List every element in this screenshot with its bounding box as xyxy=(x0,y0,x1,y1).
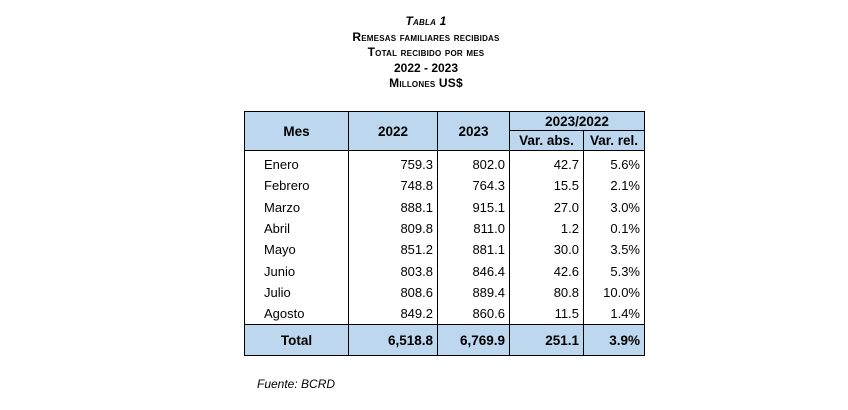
cell-2023: 915.1 xyxy=(437,196,510,218)
cell-2022: 803.8 xyxy=(348,260,438,282)
cell-var-rel: 10.0% xyxy=(583,281,645,304)
table-label: Tabla 1 xyxy=(405,14,447,28)
table-row: Febrero 748.8 764.3 15.5 2.1% xyxy=(244,175,645,197)
cell-2023: 881.1 xyxy=(437,239,510,261)
table-subtitle: Total recibido por mes xyxy=(367,45,485,59)
cell-mes: Julio xyxy=(244,281,349,304)
cell-mes: Marzo xyxy=(244,196,349,218)
col-header-2023: 2023 xyxy=(437,111,510,151)
cell-mes: Enero xyxy=(244,150,349,176)
table-row: Marzo 888.1 915.1 27.0 3.0% xyxy=(244,196,645,218)
table-title-block: Tabla 1 Remesas familiares recibidas Tot… xyxy=(0,14,848,92)
remittances-table: Mes 2022 2023 2023/2022 Var. abs. Var. r… xyxy=(244,111,645,357)
cell-mes: Junio xyxy=(244,260,349,282)
cell-var-abs: 30.0 xyxy=(509,239,584,261)
cell-2022: 759.3 xyxy=(348,150,438,176)
cell-total-var-abs: 251.1 xyxy=(509,324,584,357)
table-row: Abril 809.8 811.0 1.2 0.1% xyxy=(244,217,645,240)
cell-2022: 809.8 xyxy=(348,217,438,240)
col-group-header: 2023/2022 xyxy=(509,111,645,131)
cell-var-rel: 5.3% xyxy=(583,260,645,282)
col-header-var-abs: Var. abs. xyxy=(509,130,584,151)
cell-mes: Mayo xyxy=(244,239,349,261)
cell-2023: 889.4 xyxy=(437,281,510,304)
table-row: Mayo 851.2 881.1 30.0 3.5% xyxy=(244,239,645,261)
source-note: Fuente: BCRD xyxy=(257,377,336,391)
cell-mes: Agosto xyxy=(244,303,349,325)
cell-var-abs: 42.6 xyxy=(509,260,584,282)
cell-2023: 811.0 xyxy=(437,217,510,240)
cell-var-rel: 1.4% xyxy=(583,303,645,325)
cell-var-abs: 42.7 xyxy=(509,150,584,176)
cell-2023: 802.0 xyxy=(437,150,510,176)
cell-total-var-rel: 3.9% xyxy=(583,324,645,357)
cell-total-2022: 6,518.8 xyxy=(348,324,438,357)
cell-total-label: Total xyxy=(244,324,349,357)
cell-mes: Febrero xyxy=(244,175,349,197)
cell-var-abs: 80.8 xyxy=(509,281,584,304)
total-row: Total 6,518.8 6,769.9 251.1 3.9% xyxy=(244,324,645,357)
col-header-mes: Mes xyxy=(244,111,349,151)
cell-var-abs: 1.2 xyxy=(509,217,584,240)
cell-2022: 888.1 xyxy=(348,196,438,218)
cell-2022: 808.6 xyxy=(348,281,438,304)
cell-2023: 846.4 xyxy=(437,260,510,282)
table-row: Agosto 849.2 860.6 11.5 1.4% xyxy=(244,303,645,325)
table-period: 2022 - 2023 xyxy=(393,60,459,75)
table-title: Remesas familiares recibidas xyxy=(352,29,500,44)
cell-var-rel: 5.6% xyxy=(583,150,645,176)
cell-2022: 748.8 xyxy=(348,175,438,197)
cell-2022: 851.2 xyxy=(348,239,438,261)
cell-var-abs: 27.0 xyxy=(509,196,584,218)
cell-2023: 764.3 xyxy=(437,175,510,197)
table-row: Enero 759.3 802.0 42.7 5.6% xyxy=(244,150,645,176)
table-row: Junio 803.8 846.4 42.6 5.3% xyxy=(244,260,645,282)
table-row: Julio 808.6 889.4 80.8 10.0% xyxy=(244,281,645,304)
col-header-var-rel: Var. rel. xyxy=(583,130,645,151)
cell-var-rel: 2.1% xyxy=(583,175,645,197)
cell-mes: Abril xyxy=(244,217,349,240)
table-units: Millones US$ xyxy=(389,76,463,90)
cell-var-rel: 3.0% xyxy=(583,196,645,218)
cell-var-abs: 15.5 xyxy=(509,175,584,197)
cell-var-abs: 11.5 xyxy=(509,303,584,325)
cell-var-rel: 3.5% xyxy=(583,239,645,261)
cell-var-rel: 0.1% xyxy=(583,217,645,240)
cell-2023: 860.6 xyxy=(437,303,510,325)
col-header-2022: 2022 xyxy=(348,111,438,151)
cell-2022: 849.2 xyxy=(348,303,438,325)
cell-total-2023: 6,769.9 xyxy=(437,324,510,357)
